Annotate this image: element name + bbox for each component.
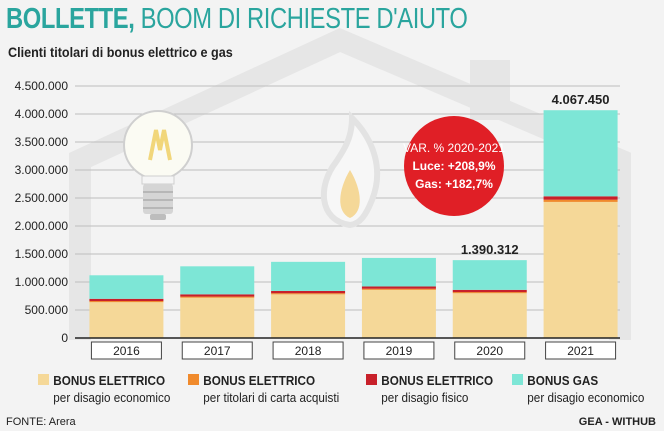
bar-segment-gas (180, 266, 255, 295)
legend-subtitle: per disagio economico (53, 390, 171, 405)
bar-segment-electric-economic (271, 294, 346, 338)
bar-segment-gas (361, 257, 436, 287)
bar-segment-electric-economic (180, 297, 255, 338)
bar-segment-electric-card (271, 293, 346, 295)
bar-segment-electric-card (543, 199, 618, 202)
y-tick-label: 2.500.000 (15, 191, 69, 205)
x-category-box (90, 341, 162, 360)
bar-segment-electric-card (452, 292, 527, 294)
x-tick-label: 2020 (476, 344, 503, 358)
legend-swatch (188, 374, 199, 385)
chart-title: BOLLETTE, BOOM DI RICHIESTE D'AIUTO (6, 2, 468, 36)
house-outline-icon (69, 27, 631, 340)
x-category-box (363, 341, 435, 360)
bar-segment-electric-card (89, 301, 164, 303)
data-labels: 1.390.312 4.067.450 (461, 92, 610, 257)
bar-segment-electric-economic (89, 302, 164, 338)
legend-subtitle: per titolari di carta acquisti (203, 390, 340, 405)
bars (89, 110, 618, 338)
credit-note: GEA - WITHUB (578, 416, 656, 428)
legend-item-gas: BONUS GAS per disagio economico (512, 372, 659, 406)
legend-item-electric-economic: BONUS ELETTRICO per disagio economico (38, 372, 185, 406)
y-tick-label: 1.000.000 (15, 275, 69, 289)
y-tick-label: 500.000 (25, 303, 69, 317)
y-tick-label: 4.000.000 (15, 107, 69, 121)
title-rest: BOOM DI RICHIESTE D'AIUTO (140, 3, 468, 35)
callout-line2: Luce: +208,9% (412, 159, 495, 173)
gas-flame-icon (320, 110, 381, 229)
bar-segment-electric-physical (543, 196, 618, 200)
y-tick-label: 1.500.000 (15, 247, 69, 261)
legend-item-electric-card: BONUS ELETTRICO per titolari di carta ac… (188, 372, 356, 406)
title-bold: BOLLETTE, (6, 3, 135, 35)
bar-segment-electric-economic (452, 293, 527, 338)
callout-circle (404, 116, 504, 216)
y-tick-label: 4.500.000 (15, 79, 69, 93)
x-tick-label: 2018 (295, 344, 322, 358)
x-category-box (181, 341, 253, 360)
bar-segment-electric-economic (361, 289, 436, 338)
bar-segment-electric-card (361, 288, 436, 290)
callout-line1: VAR. % 2020-2021 (403, 141, 505, 155)
bar-segment-gas (89, 275, 164, 299)
legend-title: BONUS ELETTRICO (203, 373, 316, 388)
lightbulb-icon (123, 110, 193, 220)
bar-segment-gas (271, 261, 346, 291)
chart-subtitle: Clienti titolari di bonus elettrico e ga… (8, 44, 233, 60)
bar-segment-electric-physical (271, 290, 346, 294)
y-ticks: 0 500.000 1.000.000 1.500.000 2.000.000 2.500… (15, 79, 69, 345)
legend-title: BONUS ELETTRICO (381, 373, 494, 388)
x-tick-label: 2017 (204, 344, 231, 358)
legend-swatch (38, 374, 49, 385)
x-tick-label: 2021 (567, 344, 594, 358)
x-category-box (454, 341, 526, 360)
legend-item-electric-physical: BONUS ELETTRICO per disagio fisico (366, 372, 507, 406)
y-tick-label: 2.000.000 (15, 219, 69, 233)
legend-swatch (366, 374, 377, 385)
legend-swatch (512, 374, 523, 385)
y-tick-label: 0 (61, 331, 68, 345)
legend-title: BONUS ELETTRICO (53, 373, 166, 388)
bar-segment-electric-physical (452, 289, 527, 293)
bar-segment-electric-physical (361, 286, 436, 289)
legend-subtitle: per disagio economico (527, 390, 645, 405)
x-tick-label: 2019 (386, 344, 413, 358)
bar-total-label: 1.390.312 (461, 242, 519, 257)
bar-segment-electric-card (180, 296, 255, 298)
bar-segment-gas (452, 260, 527, 290)
x-category-box (272, 341, 344, 360)
bar-segment-electric-physical (180, 294, 255, 297)
bar-segment-electric-economic (543, 201, 618, 338)
bonus-chart: 0 500.000 1.000.000 1.500.000 2.000.000 2.500… (15, 27, 631, 360)
y-tick-label: 3.000.000 (15, 163, 69, 177)
legend-subtitle: per disagio fisico (381, 390, 469, 405)
legend-title: BONUS GAS (527, 373, 599, 388)
x-tick-label: 2016 (113, 344, 140, 358)
x-axis: 2016 2017 2018 2019 2020 2021 (75, 337, 620, 360)
y-tick-label: 3.500.000 (15, 135, 69, 149)
callout-line3: Gas: +182,7% (415, 177, 493, 191)
source-note: FONTE: Arera (6, 416, 76, 428)
bar-segment-electric-physical (89, 298, 164, 302)
variation-callout: VAR. % 2020-2021 Luce: +208,9% Gas: +182… (403, 116, 505, 216)
bar-total-label: 4.067.450 (552, 92, 610, 107)
x-category-box (545, 341, 617, 360)
bar-segment-gas (543, 110, 618, 197)
